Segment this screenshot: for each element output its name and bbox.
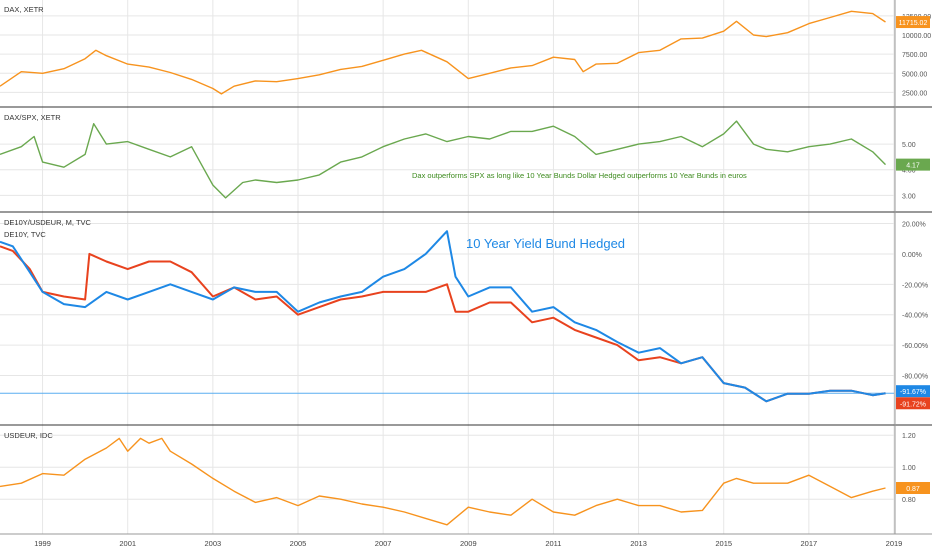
y-tick-label: 7500.00 — [902, 52, 927, 59]
x-tick-label: 2013 — [630, 539, 647, 548]
series-line-de10y-usdeur — [0, 230, 886, 403]
x-tick-label: 2011 — [545, 539, 561, 548]
y-tick-label: 4.00 — [902, 168, 916, 175]
y-tick-label: -60.00% — [902, 343, 928, 350]
last-value-badge-bg — [896, 385, 930, 398]
x-tick-label: 2009 — [460, 539, 477, 548]
series-line-dax — [0, 10, 886, 95]
y-tick-label: 5.00 — [902, 142, 916, 149]
last-value-badge-bg — [896, 397, 930, 410]
y-tick-label: -80.00% — [902, 373, 928, 380]
series-line-usdeur — [0, 437, 886, 526]
y-tick-label: 1.20 — [902, 433, 916, 440]
y-tick-label: 0.80 — [902, 497, 916, 504]
x-tick-label: 2005 — [290, 539, 307, 548]
y-tick-label: 0.00% — [902, 252, 922, 259]
last-value-badge: 11715.02 — [899, 20, 928, 27]
y-tick-label: -40.00% — [902, 313, 928, 320]
x-tick-label: 2007 — [375, 539, 392, 548]
last-value-badge: -91.72% — [900, 401, 926, 408]
x-tick-label: 1999 — [34, 539, 51, 548]
last-value-badge-bg — [896, 158, 930, 171]
last-value-badge-bg — [896, 482, 930, 494]
x-tick-label: 2015 — [715, 539, 732, 548]
y-tick-label: -20.00% — [902, 282, 928, 289]
x-tick-label: 2003 — [205, 539, 222, 548]
last-value-badge: 4.17 — [906, 163, 920, 170]
pane-title: DAX, XETR — [4, 5, 44, 14]
y-tick-label: 1.00 — [902, 465, 916, 472]
series-line-dax-spx — [0, 120, 886, 199]
y-tick-label: 5000.00 — [902, 71, 927, 78]
pane-title: DE10Y/USDEUR, M, TVC — [4, 218, 92, 227]
x-tick-label: 2001 — [119, 539, 136, 548]
series-line-de10y — [0, 245, 886, 403]
y-tick-label: 10000.00 — [902, 33, 931, 40]
last-value-badge: -91.67% — [900, 389, 926, 396]
y-tick-label: 20.00% — [902, 222, 926, 229]
annotation-text: Dax outperforms SPX as long like 10 Year… — [412, 171, 747, 180]
x-tick-label: 2019 — [886, 539, 903, 548]
y-tick-label: 3.00 — [902, 193, 916, 200]
last-value-badge-bg — [896, 16, 930, 29]
last-value-badge: 0.87 — [906, 486, 920, 493]
pane-subtitle: DE10Y, TVC — [4, 230, 46, 239]
annotation-text: 10 Year Yield Bund Hedged — [466, 236, 625, 251]
y-tick-label: 2500.00 — [902, 90, 927, 97]
x-tick-label: 2017 — [801, 539, 818, 548]
pane-title: DAX/SPX, XETR — [4, 113, 61, 122]
pane-title: USDEUR, IDC — [4, 431, 53, 440]
